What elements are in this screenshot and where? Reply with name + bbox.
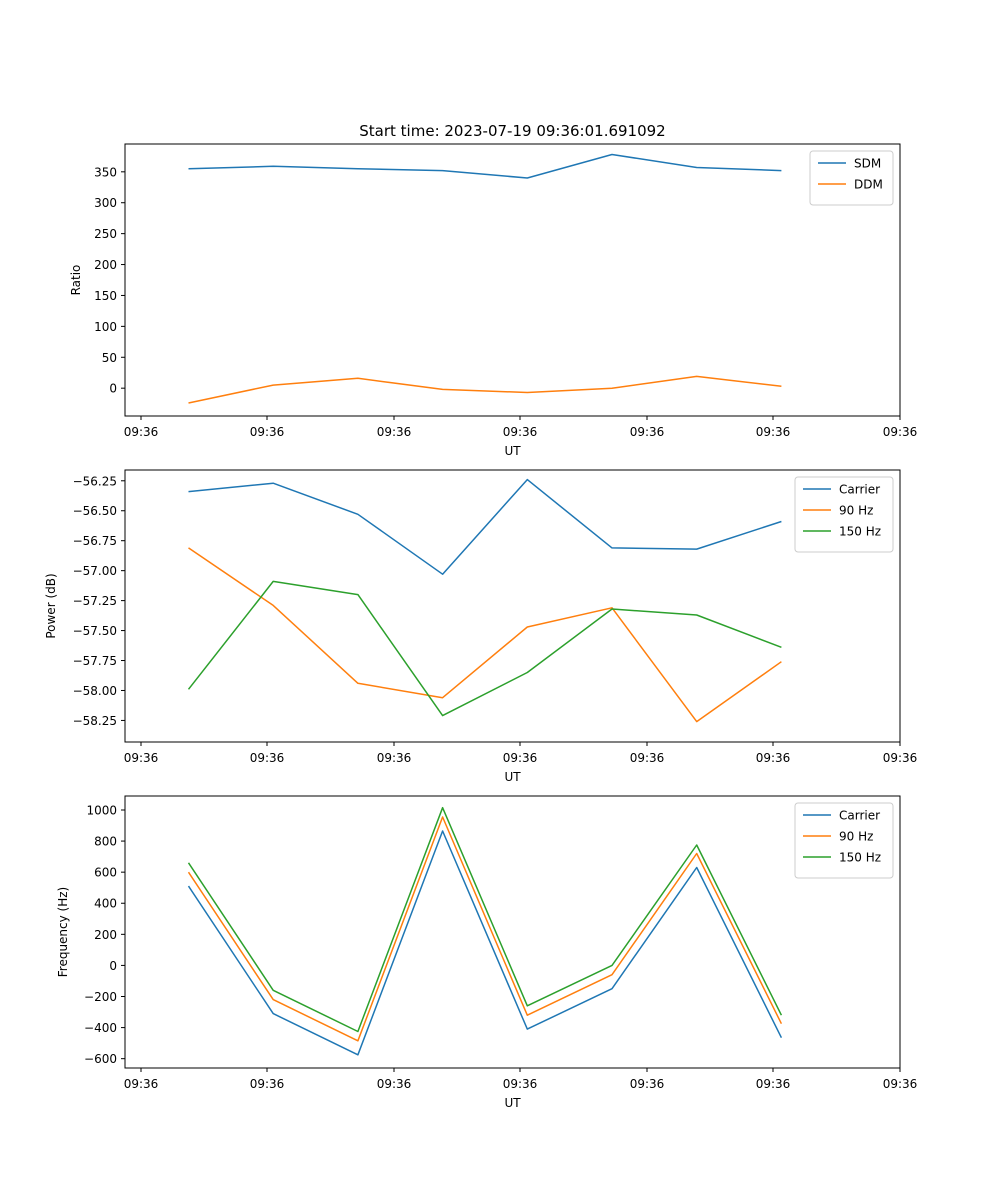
x-axis-label: UT [504, 444, 521, 458]
axes-frame [124, 143, 901, 417]
y-tick-label: 300 [94, 196, 117, 210]
series-line-sdm [188, 153, 782, 179]
x-tick-label: 09:36 [756, 425, 791, 439]
legend-label: 150 Hz [839, 851, 881, 865]
legend [794, 476, 894, 553]
y-tick-label: −200 [84, 990, 117, 1004]
series-line-90-hz [188, 547, 782, 723]
axes-frame [124, 795, 901, 1069]
series-line-90-hz [187, 816, 783, 1042]
series-line-150-hz [187, 806, 783, 1033]
x-tick-label: 09:36 [756, 751, 791, 765]
y-tick-label: −57.00 [73, 564, 117, 578]
y-tick-label: −57.50 [73, 624, 117, 638]
x-tick-label: 09:36 [377, 751, 412, 765]
x-tick-label: 09:36 [503, 751, 538, 765]
x-tick-label: 09:36 [250, 751, 285, 765]
y-tick-label: −600 [84, 1052, 117, 1066]
legend-label: 150 Hz [839, 525, 881, 539]
x-tick-label: 09:36 [883, 751, 918, 765]
x-axis-label: UT [504, 1096, 521, 1110]
y-tick-label: 400 [94, 897, 117, 911]
y-tick-label: 200 [94, 258, 117, 272]
series-line-carrier [187, 830, 783, 1056]
axes-frame [124, 469, 901, 743]
ratio-plot: 0 50 100 150 200 250 300 350 09:36 09:36 09:36 09:3… [69, 143, 918, 458]
x-tick-label: 09:36 [124, 425, 159, 439]
y-tick-label: −58.25 [73, 714, 117, 728]
x-tick-label: 09:36 [756, 1077, 791, 1091]
y-tick-label: 50 [102, 351, 117, 365]
y-tick-label: −57.25 [73, 594, 117, 608]
y-tick-label: 0 [109, 382, 117, 396]
y-axis-label: Frequency (Hz) [56, 887, 70, 978]
x-tick-label: 09:36 [377, 425, 412, 439]
y-tick-label: −400 [84, 1021, 117, 1035]
power-plot: −58.25 −58.00 −57.75 −57.50 −57.25 −57.00 −56.… [44, 469, 918, 784]
y-tick-label: 150 [94, 289, 117, 303]
y-axis-label: Power (dB) [44, 573, 58, 638]
x-tick-label: 09:36 [124, 751, 159, 765]
legend [794, 802, 894, 879]
y-tick-label: −56.50 [73, 504, 117, 518]
x-tick-label: 09:36 [503, 425, 538, 439]
x-tick-label: 09:36 [250, 425, 285, 439]
y-tick-label: 100 [94, 320, 117, 334]
y-tick-label: −58.00 [73, 684, 117, 698]
y-tick-label: 800 [94, 835, 117, 849]
y-tick-label: 250 [94, 227, 117, 241]
y-tick-label: −57.75 [73, 654, 117, 668]
y-tick-label: 200 [94, 928, 117, 942]
x-axis-label: UT [504, 770, 521, 784]
x-tick-label: 09:36 [630, 751, 665, 765]
x-tick-label: 09:36 [377, 1077, 412, 1091]
legend-label: 90 Hz [839, 504, 873, 518]
series-line-carrier [188, 478, 782, 575]
frequency-plot: −600 −400 −200 0 200 400 600 800 1000 09:36 09:36 0… [56, 795, 918, 1110]
x-tick-label: 09:36 [250, 1077, 285, 1091]
y-tick-label: 1000 [86, 803, 117, 817]
x-tick-label: 09:36 [630, 1077, 665, 1091]
y-tick-label: −56.75 [73, 534, 117, 548]
x-tick-label: 09:36 [503, 1077, 538, 1091]
legend-label: DDM [854, 178, 883, 192]
y-tick-label: 350 [94, 165, 117, 179]
legend-label: 90 Hz [839, 830, 873, 844]
y-tick-label: −56.25 [73, 474, 117, 488]
series-line-ddm [188, 375, 782, 404]
legend-label: Carrier [839, 483, 880, 497]
y-tick-label: 0 [109, 959, 117, 973]
x-tick-label: 09:36 [883, 1077, 918, 1091]
figure-title: Start time: 2023-07-19 09:36:01.691092 [359, 122, 665, 140]
y-axis-label: Ratio [69, 265, 83, 296]
y-tick-label: 600 [94, 866, 117, 880]
x-tick-label: 09:36 [630, 425, 665, 439]
series-line-150-hz [187, 580, 782, 717]
legend [809, 150, 894, 206]
x-tick-label: 09:36 [883, 425, 918, 439]
legend-label: Carrier [839, 809, 880, 823]
x-tick-label: 09:36 [124, 1077, 159, 1091]
legend-label: SDM [854, 157, 881, 171]
